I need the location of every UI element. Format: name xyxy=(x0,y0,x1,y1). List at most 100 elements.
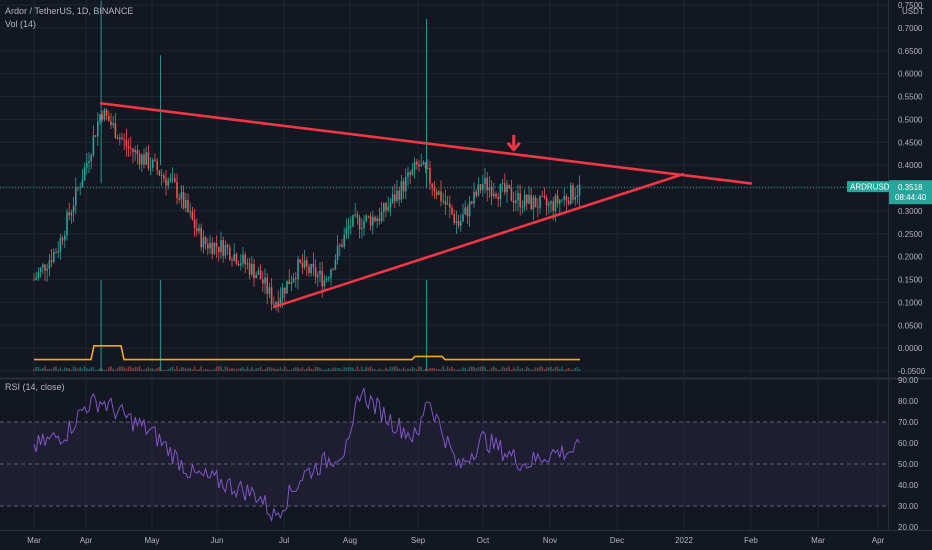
time-tick-label: 2022 xyxy=(675,536,693,545)
candle-body xyxy=(222,240,224,256)
volume-bar xyxy=(528,368,530,371)
candle-body xyxy=(288,280,290,285)
rsi-indicator-label[interactable]: RSI (14, close) xyxy=(5,382,65,392)
candle-body xyxy=(246,263,249,265)
volume-bar xyxy=(299,368,301,371)
candle-body xyxy=(202,237,205,248)
trendline[interactable] xyxy=(99,102,753,185)
volume-bar xyxy=(418,366,420,371)
volume-bar xyxy=(574,367,576,371)
candle-body xyxy=(136,149,139,155)
volume-bar xyxy=(369,366,372,371)
rsi-tick-label: 40.00 xyxy=(898,481,919,490)
volume-bar xyxy=(187,368,189,371)
volume-bar xyxy=(222,369,224,371)
annotations[interactable] xyxy=(99,102,753,309)
candle-body xyxy=(191,211,194,220)
candle-body xyxy=(572,185,574,200)
candle-body xyxy=(224,245,227,256)
candle-body xyxy=(317,274,319,278)
candle-body xyxy=(398,190,400,200)
time-axis[interactable]: Mar Apr May Jun Jul Aug Sep Oct Nov Dec 2022 Feb Mar… xyxy=(27,536,884,545)
volume-bar xyxy=(334,367,337,371)
candle-body xyxy=(435,191,438,195)
volume-bar xyxy=(508,366,510,371)
volume-bar xyxy=(64,367,66,371)
candle-body xyxy=(266,277,268,294)
price-axis[interactable]: 0.7500 0.7000 0.6500 0.6000 0.5500 0.5000 0.45… xyxy=(898,1,926,376)
volume-bar xyxy=(378,368,381,371)
volume-bar xyxy=(200,366,202,371)
volume-bar xyxy=(88,368,90,371)
volume-bar xyxy=(273,368,275,371)
volume-bar xyxy=(209,369,211,371)
symbol-title[interactable]: Ardor / TetherUS, 1D, BINANCE xyxy=(5,6,134,16)
candle-body xyxy=(391,194,394,203)
candle-body xyxy=(466,207,469,217)
volume-indicator-label[interactable]: Vol (14) xyxy=(5,19,37,29)
rsi-axis[interactable]: 90.00 80.00 70.00 60.00 50.00 40.00 30.00 20.00 xyxy=(898,376,919,532)
volume-bar xyxy=(270,367,273,371)
volume-bar xyxy=(251,367,253,371)
volume-bar xyxy=(532,369,535,371)
volume-bar xyxy=(460,369,462,371)
volume-bar xyxy=(519,369,521,371)
candle-body xyxy=(193,219,196,229)
volume-bar xyxy=(171,366,174,371)
volume-bar xyxy=(125,368,128,371)
candle-body xyxy=(231,259,233,261)
candle-body xyxy=(411,169,414,175)
volume-bar xyxy=(248,369,251,371)
volume-bar xyxy=(561,366,563,371)
volume-bar xyxy=(55,366,57,371)
price-tick-label: 0.0000 xyxy=(898,344,923,353)
candle-body xyxy=(204,237,207,245)
volume-bar xyxy=(246,366,249,371)
volume-bar xyxy=(468,366,471,371)
candle-body xyxy=(220,240,222,253)
candle-body xyxy=(539,196,541,209)
candle-body xyxy=(413,162,416,170)
volume-bar xyxy=(66,368,68,371)
candle-body xyxy=(290,282,293,285)
candle-body xyxy=(160,175,163,177)
candle-body xyxy=(39,267,42,272)
price-tick-label: 0.5000 xyxy=(898,115,923,124)
rsi-tick-label: 60.00 xyxy=(898,439,919,448)
volume-bar xyxy=(152,368,154,371)
volume-bar xyxy=(39,369,42,371)
candle-body xyxy=(185,200,187,209)
price-tag-value: 0.3518 xyxy=(898,183,923,192)
volume-bar xyxy=(310,368,312,371)
trendline[interactable] xyxy=(272,172,685,309)
candle-body xyxy=(59,238,62,252)
volume-bar xyxy=(50,369,53,371)
volume-bar xyxy=(308,366,310,371)
volume-bar xyxy=(380,369,383,371)
candle-body xyxy=(314,267,317,278)
candle-body xyxy=(429,168,431,184)
candle-body xyxy=(356,214,359,218)
arrow-down-icon[interactable] xyxy=(506,134,521,152)
time-tick-label: Apr xyxy=(872,536,885,545)
candle-body xyxy=(295,278,297,280)
candle-body xyxy=(468,201,471,217)
candle-body xyxy=(207,244,209,249)
volume-bar xyxy=(224,366,227,371)
volume-bar xyxy=(143,369,145,371)
candle-body xyxy=(141,154,143,165)
volume-bar xyxy=(244,368,246,371)
volume-bar xyxy=(354,369,356,371)
candle-body xyxy=(292,278,295,283)
volume-bar xyxy=(198,369,200,371)
volume-bar xyxy=(68,368,70,371)
volume-bar xyxy=(383,369,385,371)
time-tick-label: Nov xyxy=(543,536,557,545)
candle-body xyxy=(563,196,565,200)
volume-bar xyxy=(499,369,502,371)
candle-body xyxy=(312,263,315,268)
volume-ma-line xyxy=(34,345,580,361)
volume-bar xyxy=(552,368,554,371)
price-tick-label: 0.3000 xyxy=(898,207,923,216)
